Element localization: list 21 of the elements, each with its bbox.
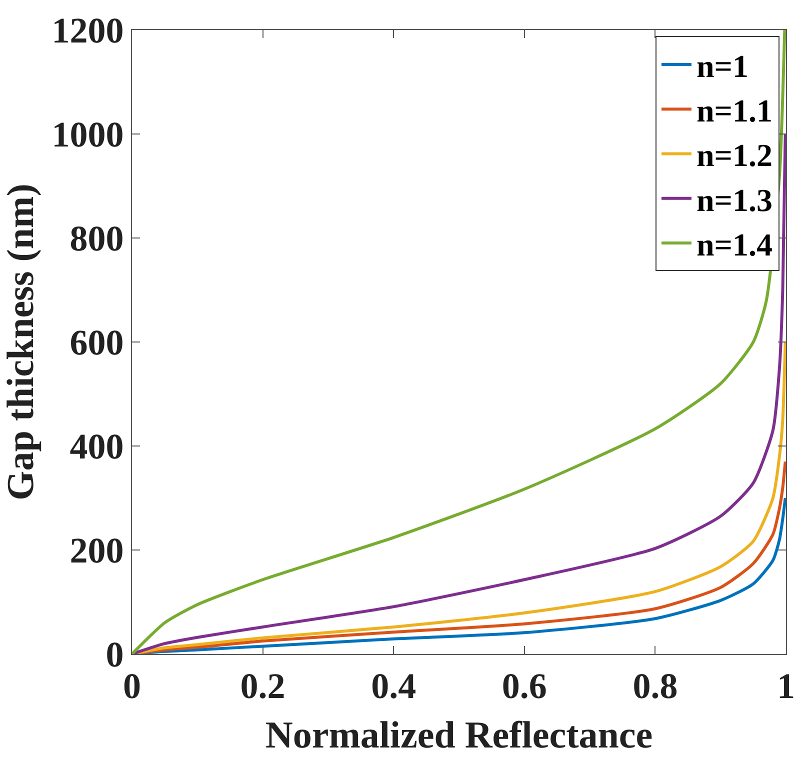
x-tick-label: 0.6 <box>502 666 547 706</box>
legend-label: n=1.1 <box>696 92 772 129</box>
y-tick-label: 400 <box>70 426 124 467</box>
x-tick-label: 1 <box>777 666 795 706</box>
legend-label: n=1.4 <box>696 226 772 262</box>
legend-label: n=1.2 <box>696 137 772 174</box>
y-tick-label: 800 <box>70 218 124 259</box>
x-axis-title: Normalized Reflectance <box>265 714 653 756</box>
x-tick-label: 0.2 <box>240 666 286 706</box>
x-tick-label: 0.8 <box>632 666 678 706</box>
y-tick-label: 1200 <box>52 10 124 51</box>
legend-label: n=1 <box>696 48 748 84</box>
y-tick-label: 1000 <box>52 114 124 155</box>
legend-label: n=1.3 <box>696 182 772 218</box>
line-series <box>132 30 786 654</box>
y-axis-title: Gap thickness (nm) <box>0 184 42 500</box>
x-tick-label: 0.4 <box>371 666 416 706</box>
y-tick-label: 0 <box>106 634 124 675</box>
line-series <box>132 132 786 654</box>
y-tick-label: 200 <box>70 530 124 571</box>
y-tick-label: 600 <box>70 322 124 363</box>
